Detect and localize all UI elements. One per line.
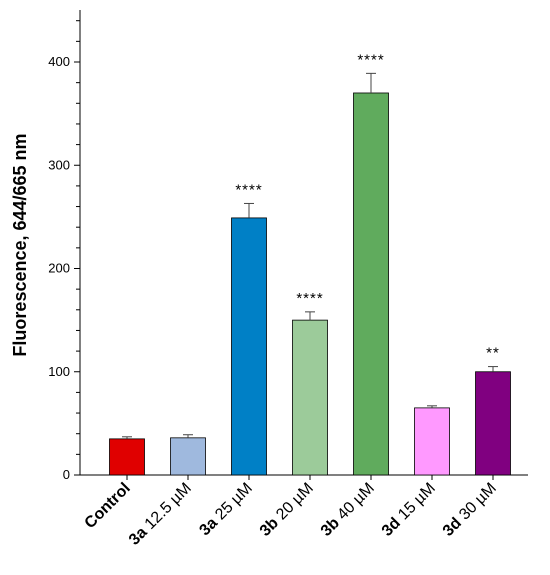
y-tick-label: 0 bbox=[63, 467, 70, 482]
chart-axes: 0 100 200 300 400 bbox=[48, 10, 528, 482]
category-label-text: 15 µM bbox=[392, 480, 439, 527]
y-tick-label: 100 bbox=[48, 364, 70, 379]
y-axis-label: Fluorescence, 644/665 nm bbox=[10, 133, 30, 356]
category-label-text: 25 µM bbox=[209, 480, 256, 527]
significance-label: ** bbox=[486, 345, 500, 362]
category-label-text: 30 µM bbox=[453, 480, 500, 527]
y-tick-label: 200 bbox=[48, 261, 70, 276]
y-tick-label: 400 bbox=[48, 54, 70, 69]
bar bbox=[231, 217, 267, 476]
significance-label: **** bbox=[235, 181, 262, 198]
significance-label: **** bbox=[296, 290, 323, 307]
y-tick-label: 300 bbox=[48, 157, 70, 172]
chart-bars bbox=[109, 72, 511, 476]
bar bbox=[109, 438, 145, 476]
category-label: 3d 15 µM bbox=[379, 480, 439, 540]
category-label: 3b 40 µM bbox=[318, 480, 378, 540]
category-label-bold: Control bbox=[82, 480, 134, 532]
category-label-text: 40 µM bbox=[331, 480, 378, 527]
category-label-text: 12.5 µM bbox=[139, 480, 195, 536]
category-label: 3b 20 µM bbox=[257, 480, 317, 540]
significance-label: **** bbox=[357, 51, 384, 68]
bar bbox=[292, 319, 328, 476]
category-label: 3a 25 µM bbox=[196, 480, 255, 539]
bar bbox=[475, 371, 511, 476]
bar bbox=[414, 407, 450, 476]
category-label: Control bbox=[82, 480, 134, 532]
category-label-text: 20 µM bbox=[270, 480, 317, 527]
category-label: 3a 12.5 µM bbox=[126, 480, 195, 549]
category-label: 3d 30 µM bbox=[440, 480, 500, 540]
bar bbox=[170, 437, 206, 476]
bar bbox=[353, 92, 389, 476]
